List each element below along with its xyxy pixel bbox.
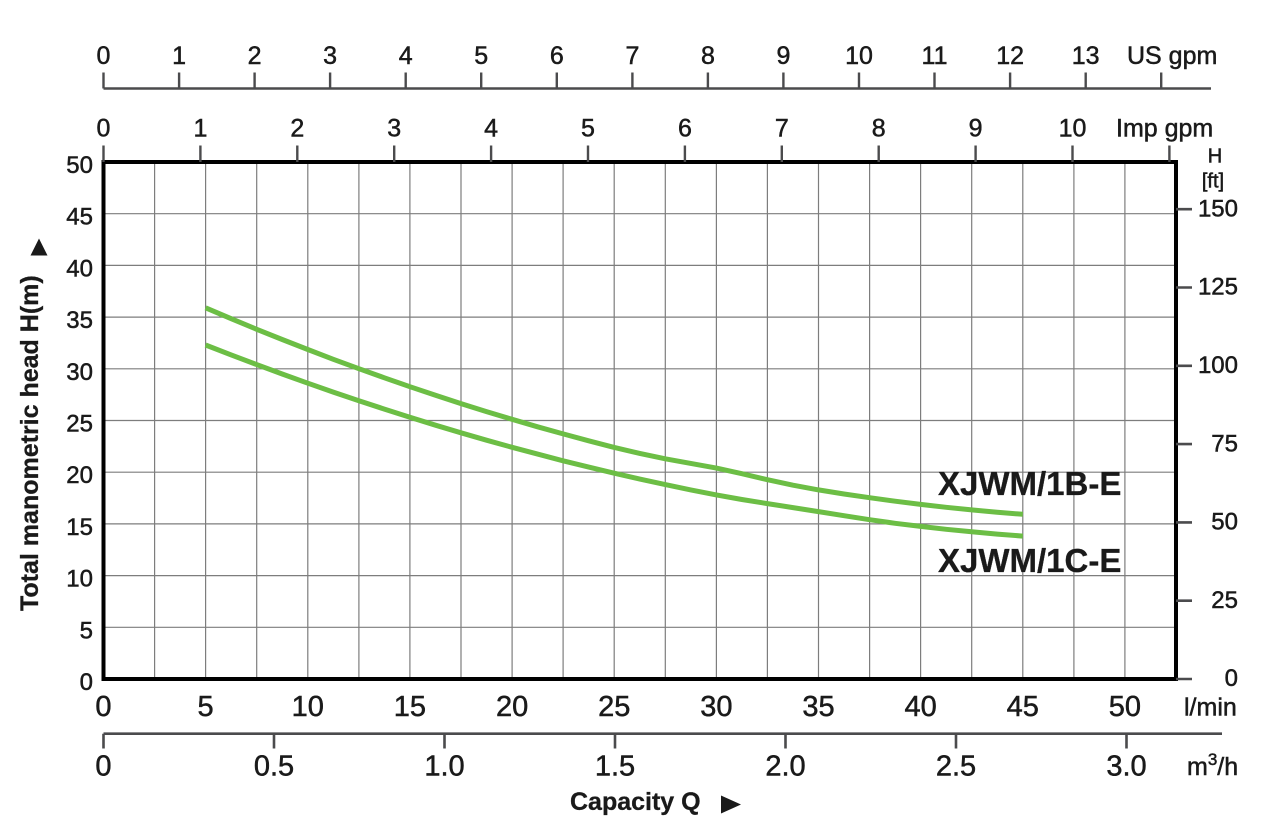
svg-text:0: 0 bbox=[1225, 665, 1238, 692]
svg-text:3.0: 3.0 bbox=[1106, 751, 1146, 783]
svg-text:30: 30 bbox=[66, 359, 93, 386]
svg-text:0.5: 0.5 bbox=[254, 751, 294, 783]
svg-text:8: 8 bbox=[872, 115, 886, 143]
svg-text:8: 8 bbox=[701, 42, 715, 70]
svg-text:150: 150 bbox=[1198, 195, 1238, 222]
svg-text:10: 10 bbox=[292, 691, 324, 723]
svg-text:3: 3 bbox=[387, 115, 401, 143]
svg-text:15: 15 bbox=[394, 691, 426, 723]
svg-text:5: 5 bbox=[198, 691, 214, 723]
svg-text:2.0: 2.0 bbox=[765, 751, 805, 783]
svg-text:10: 10 bbox=[66, 566, 93, 593]
svg-text:40: 40 bbox=[66, 255, 93, 282]
svg-text:35: 35 bbox=[802, 691, 834, 723]
svg-text:25: 25 bbox=[598, 691, 630, 723]
svg-text:20: 20 bbox=[66, 462, 93, 489]
svg-text:4: 4 bbox=[484, 115, 498, 143]
svg-text:40: 40 bbox=[904, 691, 936, 723]
svg-text:0: 0 bbox=[95, 751, 111, 783]
svg-text:7: 7 bbox=[625, 42, 639, 70]
svg-text:XJWM/1C-E: XJWM/1C-E bbox=[938, 542, 1121, 579]
svg-text:15: 15 bbox=[66, 514, 93, 541]
svg-text:45: 45 bbox=[66, 204, 93, 231]
svg-text:XJWM/1B-E: XJWM/1B-E bbox=[938, 465, 1121, 502]
svg-text:1.5: 1.5 bbox=[595, 751, 635, 783]
svg-text:7: 7 bbox=[775, 115, 789, 143]
svg-text:Total manometric head H(m): Total manometric head H(m) bbox=[16, 275, 44, 611]
svg-text:0: 0 bbox=[97, 115, 111, 143]
svg-text:1.0: 1.0 bbox=[424, 751, 464, 783]
svg-text:30: 30 bbox=[700, 691, 732, 723]
svg-text:1: 1 bbox=[193, 115, 207, 143]
svg-text:11: 11 bbox=[922, 42, 948, 70]
svg-text:4: 4 bbox=[399, 42, 413, 70]
svg-text:H: H bbox=[1208, 146, 1222, 168]
svg-text:6: 6 bbox=[678, 115, 692, 143]
svg-text:50: 50 bbox=[66, 152, 93, 179]
svg-text:9: 9 bbox=[969, 115, 983, 143]
svg-text:[ft]: [ft] bbox=[1202, 171, 1224, 193]
svg-text:5: 5 bbox=[474, 42, 488, 70]
svg-text:l/min: l/min bbox=[1184, 694, 1237, 722]
svg-text:0: 0 bbox=[95, 691, 111, 723]
svg-text:9: 9 bbox=[776, 42, 790, 70]
svg-text:20: 20 bbox=[496, 691, 528, 723]
svg-text:2.5: 2.5 bbox=[936, 751, 976, 783]
svg-text:5: 5 bbox=[581, 115, 595, 143]
svg-text:0: 0 bbox=[80, 669, 93, 696]
svg-text:50: 50 bbox=[1109, 691, 1141, 723]
svg-text:2: 2 bbox=[248, 42, 262, 70]
svg-text:2: 2 bbox=[290, 115, 304, 143]
svg-text:1: 1 bbox=[172, 42, 186, 70]
svg-text:0: 0 bbox=[97, 42, 111, 70]
svg-text:5: 5 bbox=[80, 617, 93, 644]
svg-text:10: 10 bbox=[1059, 115, 1087, 143]
svg-text:45: 45 bbox=[1007, 691, 1039, 723]
svg-text:35: 35 bbox=[66, 307, 93, 334]
svg-text:12: 12 bbox=[996, 42, 1024, 70]
svg-text:50: 50 bbox=[1211, 509, 1238, 536]
svg-text:100: 100 bbox=[1198, 352, 1238, 379]
svg-text:6: 6 bbox=[550, 42, 564, 70]
svg-text:Imp gpm: Imp gpm bbox=[1116, 115, 1213, 143]
svg-text:25: 25 bbox=[66, 411, 93, 438]
svg-text:75: 75 bbox=[1211, 430, 1238, 457]
svg-text:125: 125 bbox=[1198, 274, 1238, 301]
svg-text:25: 25 bbox=[1211, 587, 1238, 614]
svg-text:3: 3 bbox=[323, 42, 337, 70]
svg-text:13: 13 bbox=[1072, 42, 1100, 70]
svg-text:10: 10 bbox=[845, 42, 873, 70]
svg-text:US gpm: US gpm bbox=[1127, 42, 1217, 70]
svg-text:Capacity Q: Capacity Q bbox=[570, 788, 701, 816]
